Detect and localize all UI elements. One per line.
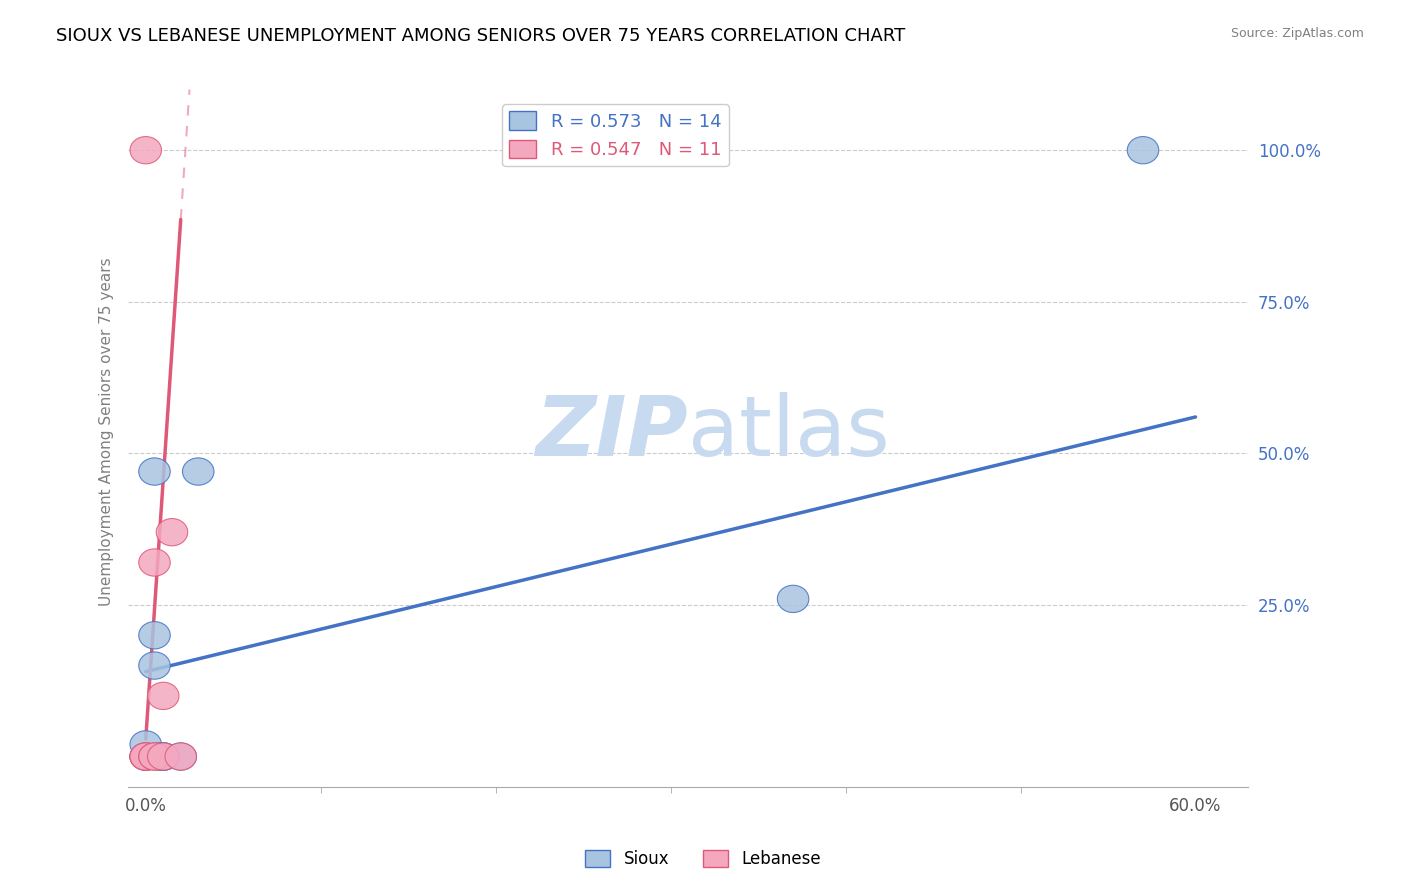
Legend: R = 0.573   N = 14, R = 0.547   N = 11: R = 0.573 N = 14, R = 0.547 N = 11 — [502, 104, 728, 167]
Ellipse shape — [156, 518, 188, 546]
Legend: Sioux, Lebanese: Sioux, Lebanese — [579, 843, 827, 875]
Ellipse shape — [129, 743, 162, 770]
Ellipse shape — [183, 458, 214, 485]
Ellipse shape — [139, 458, 170, 485]
Ellipse shape — [1128, 136, 1159, 164]
Ellipse shape — [148, 682, 179, 709]
Ellipse shape — [165, 743, 197, 770]
Ellipse shape — [129, 743, 162, 770]
Y-axis label: Unemployment Among Seniors over 75 years: Unemployment Among Seniors over 75 years — [100, 258, 114, 607]
Ellipse shape — [778, 585, 808, 613]
Ellipse shape — [148, 743, 179, 770]
Ellipse shape — [139, 652, 170, 679]
Text: atlas: atlas — [688, 392, 890, 473]
Ellipse shape — [148, 743, 179, 770]
Ellipse shape — [129, 743, 162, 770]
Ellipse shape — [148, 743, 179, 770]
Ellipse shape — [139, 549, 170, 576]
Ellipse shape — [165, 743, 197, 770]
Ellipse shape — [129, 731, 162, 758]
Text: SIOUX VS LEBANESE UNEMPLOYMENT AMONG SENIORS OVER 75 YEARS CORRELATION CHART: SIOUX VS LEBANESE UNEMPLOYMENT AMONG SEN… — [56, 27, 905, 45]
Ellipse shape — [139, 622, 170, 648]
Text: Source: ZipAtlas.com: Source: ZipAtlas.com — [1230, 27, 1364, 40]
Ellipse shape — [139, 743, 170, 770]
Ellipse shape — [129, 743, 162, 770]
Ellipse shape — [143, 743, 176, 770]
Ellipse shape — [139, 743, 170, 770]
Ellipse shape — [129, 136, 162, 164]
Text: ZIP: ZIP — [536, 392, 688, 473]
Ellipse shape — [148, 743, 179, 770]
Ellipse shape — [129, 743, 162, 770]
